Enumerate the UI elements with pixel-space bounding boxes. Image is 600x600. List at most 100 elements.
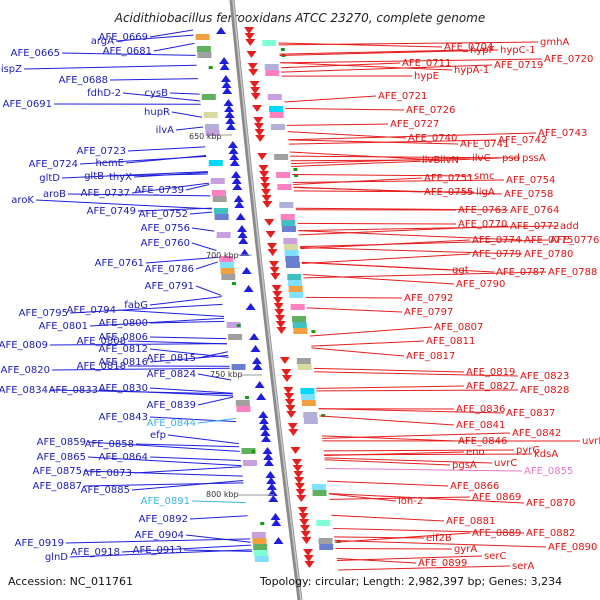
label-connector: [122, 92, 201, 102]
minus-strand-feature: [285, 405, 296, 412]
cog-block-right: [269, 112, 284, 118]
gene-label-right: gyrA: [454, 544, 477, 555]
minus-strand-feature: [283, 387, 294, 394]
cog-block-right: [287, 280, 302, 286]
gene-label-right: AFE_0792: [404, 293, 453, 304]
gene-label-right: add: [560, 221, 579, 232]
rna-mark: [208, 66, 213, 69]
gene-label-left-highlight: AFE_0844: [147, 418, 196, 429]
gene-label-left: AFE_0913: [133, 545, 182, 556]
label-connectors: [23, 29, 581, 571]
gene-label-left: AFE_0691: [3, 99, 52, 110]
gene-label-right: AFE_0870: [526, 498, 575, 509]
label-connector: [167, 434, 239, 445]
label-connector: [67, 193, 211, 197]
label-connector: [324, 453, 533, 456]
minus-strand-feature: [260, 183, 271, 190]
gene-label-right: AFE_0790: [456, 279, 505, 290]
gene-label-left: AFE_0665: [11, 48, 60, 59]
label-connector: [279, 49, 469, 55]
label-connector: [290, 157, 471, 165]
gene-label-right: AFE_0866: [450, 481, 499, 492]
minus-strand-feature: [288, 429, 299, 436]
cog-block-right: [296, 358, 311, 364]
cog-block-right: [288, 286, 303, 292]
label-connector: [89, 317, 225, 327]
gene-label-right: AFE_0772: [510, 221, 559, 232]
gene-label-right: AFE_0807: [434, 322, 483, 333]
minus-strand-feature: [287, 423, 298, 430]
gene-label-left: AFE_0885: [81, 485, 130, 496]
plus-strand-feature: [265, 471, 276, 478]
gene-label-right: AFE_0720: [544, 54, 593, 65]
gene-label-right: AFE_0763: [458, 205, 507, 216]
label-connector: [301, 261, 495, 273]
label-connector: [305, 296, 403, 299]
minus-strand-feature: [246, 51, 257, 58]
gene-label-right: lon-2: [398, 496, 423, 507]
gene-label-right: AFE_0776: [550, 235, 599, 246]
plus-strand-feature: [238, 237, 249, 244]
cog-block-left: [203, 112, 218, 118]
gene-label-right: AFE_0811: [426, 336, 475, 347]
gene-label-left: aroB: [43, 189, 66, 200]
minus-strand-feature: [261, 189, 272, 196]
label-connector: [318, 408, 505, 414]
cog-block-right: [292, 316, 307, 322]
gene-label-right: AFE_0758: [504, 189, 553, 200]
gene-label-left: AFE_0794: [67, 305, 116, 316]
gene-label-right: AFE_0841: [456, 420, 505, 431]
gene-label-left: AFE_0824: [147, 369, 196, 380]
label-connector: [303, 273, 455, 285]
cog-block-right: [281, 220, 296, 226]
label-connector: [105, 173, 209, 177]
gene-label-right: AFE_0788: [548, 267, 597, 278]
plus-strand-feature: [270, 513, 281, 520]
gene-label-left: AFE_0892: [139, 514, 188, 525]
gene-label-left-highlight: AFE_0891: [141, 496, 190, 507]
plus-strand-feature: [271, 519, 282, 526]
plus-strand-feature: [266, 483, 277, 490]
label-connector: [131, 182, 210, 194]
gene-label-left: AFE_0688: [59, 75, 108, 86]
cog-block-right: [269, 106, 284, 112]
cog-block-left: [195, 34, 210, 40]
minus-strand-feature: [290, 447, 301, 454]
plus-strand-feature: [273, 537, 284, 544]
gene-label-left: AFE_0818: [77, 361, 126, 372]
cog-block-right: [311, 484, 326, 490]
cog-block-left: [254, 556, 269, 562]
genome-backbone-highlight: [232, 0, 302, 600]
gene-label-left: AFE_0786: [145, 264, 194, 275]
plus-strand-feature: [235, 213, 246, 220]
label-connector: [285, 107, 405, 111]
cog-block-right: [316, 520, 331, 526]
plus-strand-feature: [260, 429, 271, 436]
label-connector: [61, 52, 196, 56]
cog-block-left: [220, 268, 235, 274]
plus-strand-feature: [232, 183, 243, 190]
minus-strand-feature: [255, 135, 266, 142]
label-connector: [288, 132, 537, 141]
gene-label-right: AFE_0817: [406, 351, 455, 362]
plus-strand-feature: [236, 225, 247, 232]
gene-label-left: fdhD-2: [87, 88, 121, 99]
cog-block-right: [290, 304, 305, 310]
label-connector: [280, 58, 543, 64]
label-connector: [121, 544, 252, 553]
gene-label-left: hemE: [95, 158, 124, 169]
cog-block-right: [312, 490, 327, 496]
gene-label-right: AFE_0751: [424, 173, 473, 184]
label-connector: [61, 171, 208, 179]
cog-block-left: [219, 262, 234, 268]
label-connector: [319, 415, 455, 426]
minus-strand-feature: [272, 291, 283, 298]
minus-strand-feature: [245, 39, 256, 46]
cog-block-left: [241, 448, 256, 454]
plus-strand-feature: [223, 99, 234, 106]
gene-label-right: hypF: [470, 45, 495, 56]
gene-label-right: psd: [502, 153, 520, 164]
label-connector: [313, 367, 465, 373]
